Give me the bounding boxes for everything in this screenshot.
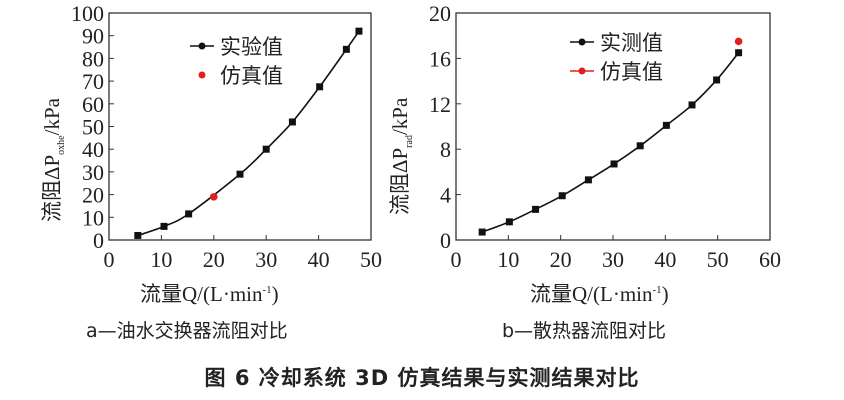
x-tick-label: 0	[451, 247, 462, 272]
data-point	[532, 205, 540, 213]
data-point	[713, 76, 721, 84]
data-point	[342, 45, 350, 53]
y-tick-label: 8	[440, 137, 451, 162]
y-tick-label: 0	[93, 228, 104, 253]
y-tick-label: 40	[82, 137, 104, 162]
data-point-simulated	[734, 37, 743, 46]
data-point	[288, 118, 296, 126]
data-point	[262, 145, 270, 153]
data-point	[662, 121, 670, 129]
y-tick-label: 30	[82, 160, 104, 185]
legend-marker	[578, 67, 586, 75]
x-tick-label: 0	[104, 247, 115, 272]
legend-marker	[198, 71, 206, 79]
y-tick-label: 12	[429, 92, 451, 117]
data-point	[316, 83, 324, 91]
x-tick-label: 40	[308, 247, 330, 272]
y-axis-label-b: 流阻ΔPrad/kPa	[388, 97, 416, 215]
data-point	[236, 170, 244, 178]
x-tick-label: 10	[497, 247, 519, 272]
legend-marker	[198, 42, 206, 50]
x-tick-label: 50	[707, 247, 729, 272]
y-tick-label: 80	[82, 46, 104, 71]
legend-label: 仿真值	[600, 60, 663, 84]
data-point	[688, 101, 696, 109]
data-point-simulated	[210, 193, 218, 201]
x-tick-label: 60	[759, 247, 781, 272]
y-tick-label: 20	[82, 183, 104, 208]
figure-title: 图 6 冷却系统 3D 仿真结果与实测结果对比	[204, 366, 640, 390]
y-tick-label: 16	[429, 46, 451, 71]
x-tick-label: 40	[654, 247, 676, 272]
data-point	[478, 228, 486, 236]
y-tick-label: 20	[429, 1, 451, 26]
data-point	[505, 218, 513, 226]
data-point	[735, 49, 743, 57]
y-tick-label: 60	[82, 92, 104, 117]
data-point	[584, 176, 592, 184]
series-line	[137, 30, 360, 237]
x-axis-label-a: 流量Q/(L·min-1)	[140, 282, 279, 306]
x-tick-label: 50	[360, 247, 382, 272]
legend-marker	[578, 38, 586, 46]
y-tick-label: 4	[440, 183, 451, 208]
data-point	[558, 192, 566, 200]
y-tick-label: 90	[82, 24, 104, 49]
y-tick-label: 50	[82, 115, 104, 140]
data-point	[636, 142, 644, 150]
data-point	[185, 210, 193, 218]
x-axis-label-b: 流量Q/(L·min-1)	[530, 282, 669, 306]
x-tick-label: 20	[550, 247, 572, 272]
x-tick-label: 30	[255, 247, 277, 272]
legend-label: 仿真值	[220, 64, 283, 88]
data-point	[160, 222, 168, 230]
data-point	[134, 231, 142, 239]
y-axis-label-a: 流阻ΔPoxhe/kPa	[40, 98, 68, 222]
y-tick-label: 10	[82, 205, 104, 230]
y-tick-label: 0	[440, 228, 451, 253]
caption-b: b—散热器流阻对比	[502, 320, 667, 342]
x-tick-label: 10	[150, 247, 172, 272]
legend-label: 实验值	[220, 35, 283, 59]
legend-label: 实测值	[600, 31, 663, 55]
x-tick-label: 30	[602, 247, 624, 272]
data-point	[355, 27, 363, 35]
caption-a: a—油水交换器流阻对比	[86, 320, 288, 342]
y-tick-label: 70	[82, 69, 104, 94]
y-tick-label: 100	[71, 1, 104, 26]
x-tick-label: 20	[203, 247, 225, 272]
data-point	[610, 160, 618, 168]
